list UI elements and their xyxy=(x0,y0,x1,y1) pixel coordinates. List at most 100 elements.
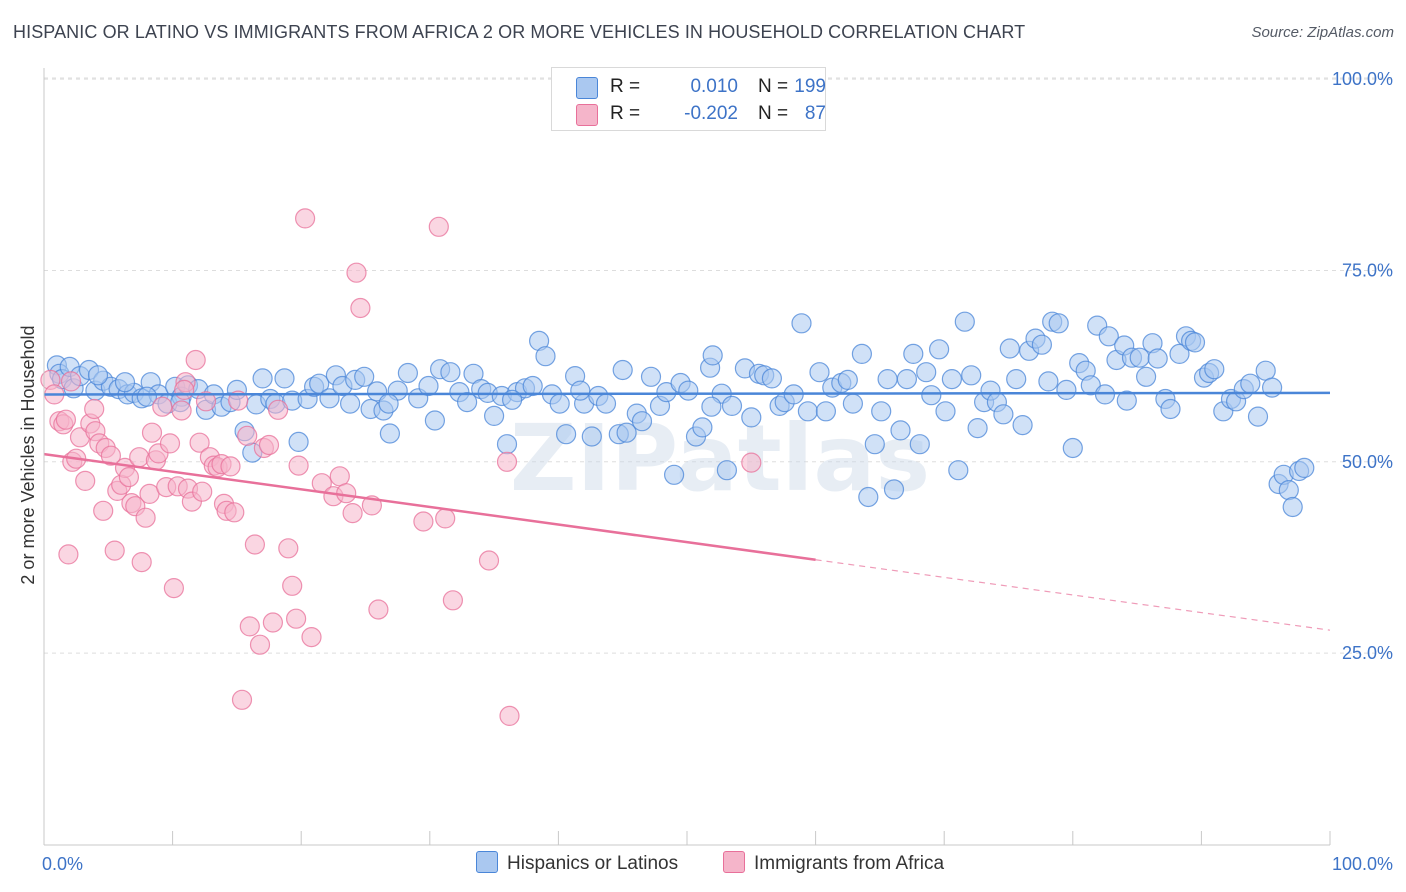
hispanics-point xyxy=(1080,375,1101,396)
africa-point xyxy=(239,616,260,637)
africa-point xyxy=(428,216,449,237)
africa-point xyxy=(268,399,289,420)
hispanics-point xyxy=(871,401,892,422)
hispanics-point xyxy=(967,418,988,439)
africa-point xyxy=(135,507,156,528)
hispanics-point xyxy=(896,369,918,390)
hispanics-point xyxy=(721,395,743,416)
hispanics-point xyxy=(948,460,969,481)
hispanics-point xyxy=(702,345,723,366)
africa-point xyxy=(244,534,265,555)
africa-point xyxy=(100,445,122,466)
hispanics-point xyxy=(616,422,637,443)
hispanics-point xyxy=(1261,377,1283,398)
hispanics-point xyxy=(883,479,905,500)
series-hispanics-points xyxy=(46,311,1315,518)
africa-point xyxy=(278,538,299,559)
hispanics-point xyxy=(1160,398,1181,420)
hispanics-point xyxy=(424,410,445,431)
hispanics-point xyxy=(1135,366,1157,387)
legend-swatch-pink xyxy=(576,104,598,126)
africa-point xyxy=(435,508,456,529)
chart-source: Source: ZipAtlas.com xyxy=(1251,24,1394,41)
correlation-legend: R = 0.010 N = 199 R = -0.202 N = 87 xyxy=(551,67,826,131)
africa-point xyxy=(129,447,150,468)
hispanics-point xyxy=(941,369,963,390)
hispanics-point xyxy=(1062,437,1083,459)
legend-label: Immigrants from Africa xyxy=(754,853,945,874)
africa-point xyxy=(346,262,367,283)
hispanics-point xyxy=(903,343,924,364)
africa-point xyxy=(174,379,195,400)
hispanics-point xyxy=(1204,359,1225,380)
hispanics-point xyxy=(656,382,677,403)
hispanics-point xyxy=(1038,371,1059,392)
africa-point xyxy=(163,577,184,599)
y-tick-label: 100.0% xyxy=(1332,69,1393,89)
hispanics-point xyxy=(1098,326,1119,347)
legend-item-africa[interactable]: Immigrants from Africa xyxy=(723,851,944,875)
africa-point xyxy=(171,400,192,421)
hispanics-point xyxy=(851,343,873,364)
legend-label: Hispanics or Latinos xyxy=(507,853,679,874)
hispanics-point xyxy=(87,365,109,386)
africa-point xyxy=(478,550,500,571)
hispanics-point xyxy=(1247,406,1269,427)
x-tick-label: 0.0% xyxy=(42,854,83,874)
hispanics-point xyxy=(716,460,738,481)
legend-item-hispanics[interactable]: Hispanics or Latinos xyxy=(476,851,678,875)
hispanics-point xyxy=(522,375,543,397)
hispanics-point xyxy=(274,368,295,389)
hispanics-trend-line xyxy=(43,391,1331,396)
legend-swatch-blue xyxy=(576,77,598,99)
hispanics-point xyxy=(741,407,762,428)
r-value: 0.010 xyxy=(690,76,738,97)
hispanics-point xyxy=(1294,457,1315,478)
africa-point xyxy=(249,634,271,655)
africa-point xyxy=(282,575,303,596)
hispanics-point xyxy=(1240,373,1261,394)
hispanics-point xyxy=(809,362,830,383)
africa-point xyxy=(192,481,213,502)
hispanics-point xyxy=(397,362,418,384)
hispanics-point xyxy=(678,380,699,401)
africa-point xyxy=(368,599,389,620)
hispanics-point xyxy=(1116,390,1137,411)
africa-point xyxy=(741,452,762,473)
hispanics-point xyxy=(640,366,662,387)
hispanics-point xyxy=(921,385,942,406)
africa-point xyxy=(350,297,371,319)
africa-point xyxy=(258,434,280,456)
africa-point xyxy=(499,705,520,727)
africa-point xyxy=(55,409,77,430)
hispanics-point xyxy=(457,392,478,413)
africa-point xyxy=(262,612,283,633)
africa-point xyxy=(195,391,217,412)
n-value: 199 xyxy=(794,76,826,97)
africa-point xyxy=(301,626,322,648)
hispanics-point xyxy=(701,396,722,417)
r-label: R = xyxy=(610,103,641,124)
hispanics-point xyxy=(136,386,157,407)
hispanics-point xyxy=(842,393,864,414)
hispanics-point xyxy=(1056,379,1077,400)
hispanics-point xyxy=(692,417,713,438)
hispanics-point xyxy=(252,368,273,389)
africa-point xyxy=(342,502,363,524)
hispanics-point xyxy=(288,431,309,452)
africa-point xyxy=(413,511,434,532)
hispanics-point xyxy=(1147,348,1168,369)
hispanics-point xyxy=(909,434,930,455)
hispanics-point xyxy=(1169,343,1190,364)
hispanics-point xyxy=(1006,369,1027,390)
africa-point xyxy=(295,208,316,229)
n-label: N = xyxy=(758,76,789,97)
hispanics-point xyxy=(549,393,570,414)
r-value: -0.202 xyxy=(684,103,738,124)
africa-point xyxy=(228,390,249,411)
y-tick-label: 75.0% xyxy=(1342,260,1393,280)
africa-trend-line xyxy=(43,452,816,562)
hispanics-point xyxy=(1255,360,1276,381)
africa-point xyxy=(159,433,181,454)
hispanics-point xyxy=(837,369,858,390)
